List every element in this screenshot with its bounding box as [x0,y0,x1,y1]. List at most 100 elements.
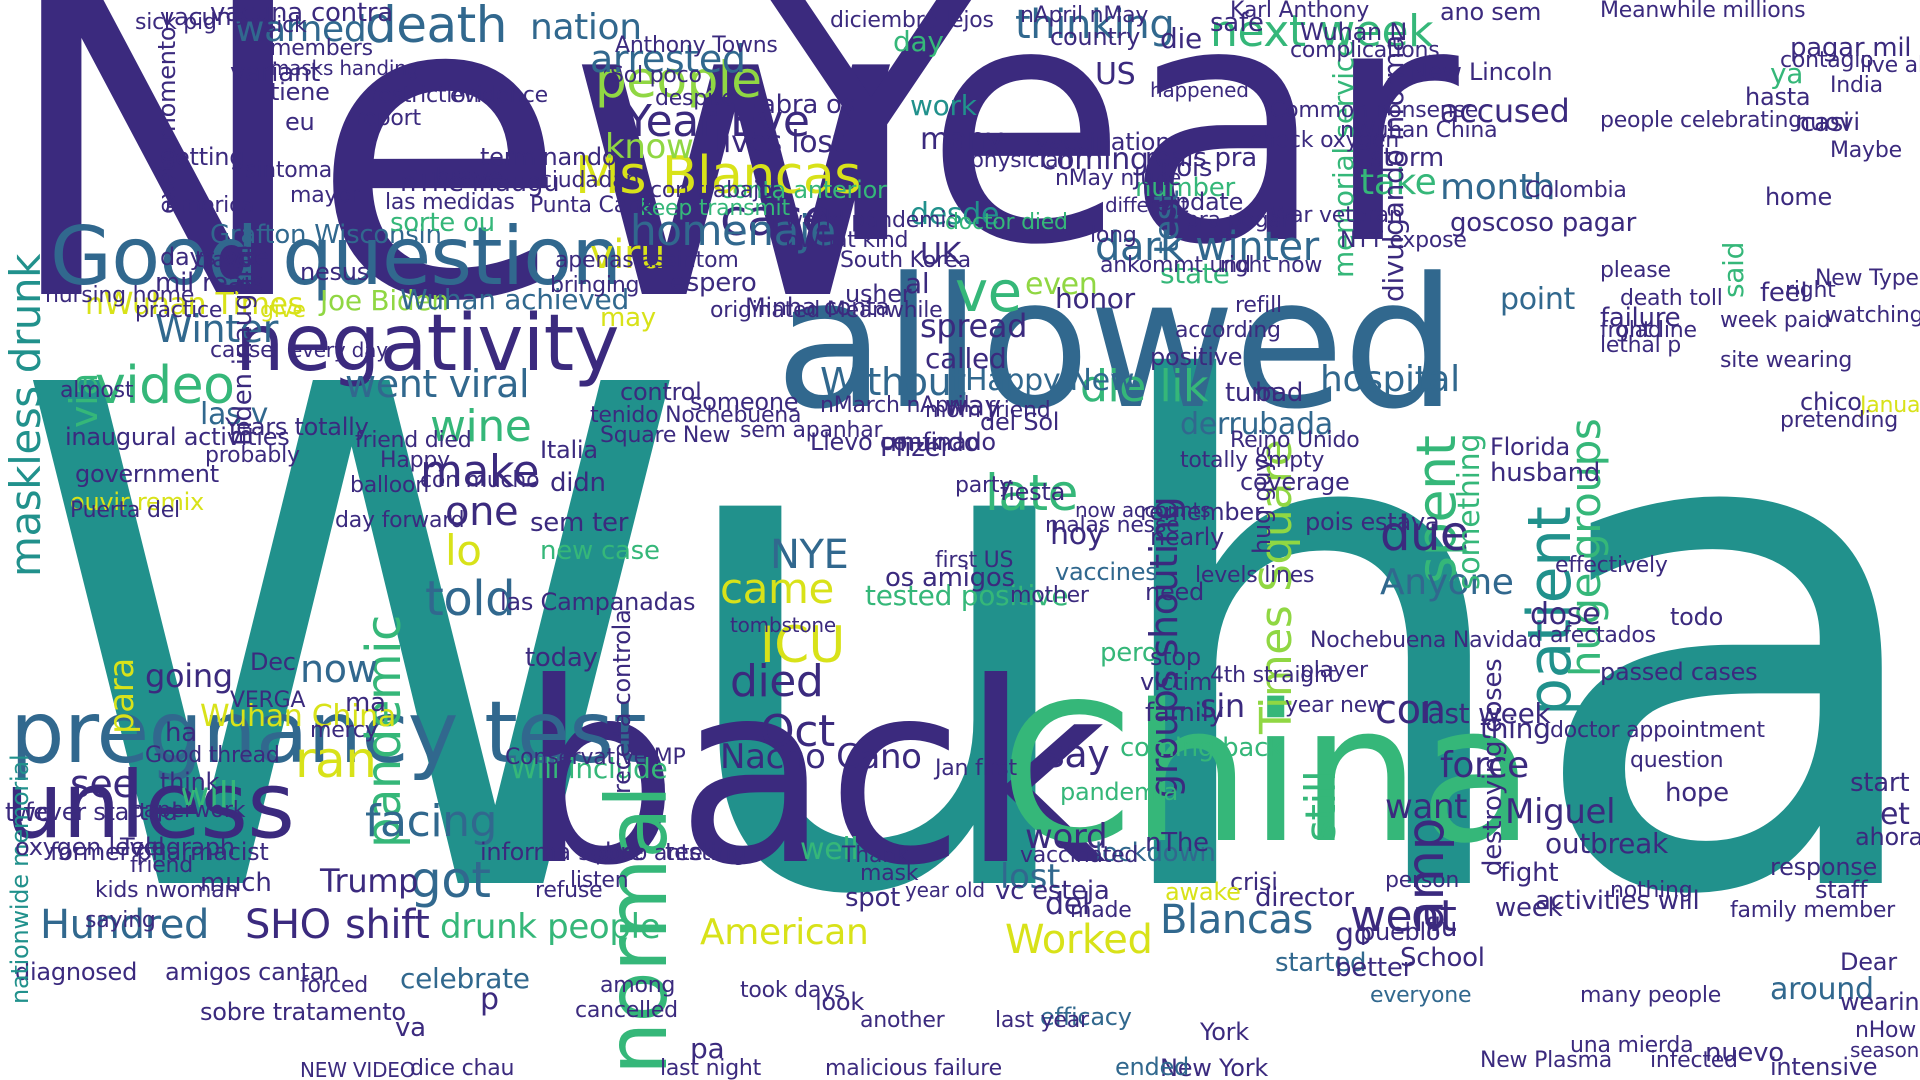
word-al: al [905,267,930,300]
word-government: government [75,460,219,488]
word-vaccines2: pois estava [1305,508,1440,536]
word-will-include: Will include [510,752,668,785]
word-country: country [1050,23,1141,51]
word-espero: espero [670,268,757,298]
word-uk: UK [920,237,962,272]
word-vaccinated: vaccinated [1020,843,1139,868]
word-need: need [1145,578,1205,606]
word-told: told [425,571,516,627]
word-doctor-appointment: doctor appointment [1550,718,1765,743]
word-wuhan-china: Wuhan China [200,699,396,734]
word-say: say [1045,732,1110,776]
word-diagnosed: diagnosed [15,958,138,986]
word-mother: mother [1010,583,1089,608]
word-las-medidas: las medidas [385,190,515,215]
word-today: today [525,643,598,673]
word-die: die [1160,22,1202,55]
word-got: got [410,851,491,909]
word-ahora: ahora [1855,823,1920,851]
word-physician: physician [970,148,1073,173]
word-complications: complications [1290,38,1440,63]
word-thing: thing [1480,712,1551,745]
word-people: people [595,51,762,109]
word-pois: pois [1160,153,1213,183]
word-right: right [1785,278,1836,303]
word-someone: someone [690,388,799,416]
word-italia: Italia [540,436,598,464]
word-nlincoln: New Lincoln [1410,58,1553,86]
word-probably: probably [205,443,300,468]
word-fiesta: fiesta [1000,478,1066,506]
word-state: state [1160,257,1230,290]
word-del: del [1045,887,1090,922]
word-commo-nonsense: Common nonsense [1270,98,1479,123]
word-front-line: front line [1600,318,1697,343]
word-right-now: right now [1220,253,1323,278]
word-thank: Thank [842,843,909,868]
word-nwuhan-china: nWuhan China [1340,118,1498,143]
word-refill: refill [1235,293,1282,318]
word-vaccines: vaccines [1055,558,1158,586]
word-square-new: Square New [600,423,731,448]
word-drunk-people: drunk people [440,907,661,947]
word-will: will [180,775,239,816]
word-positive: positive [1150,343,1243,371]
word-everyone: everyone [1370,983,1472,1008]
word-cancelled: cancelled [575,998,678,1023]
word-wearing: wearing [1840,988,1920,1016]
word-please: please [1600,258,1671,283]
word-look: look [815,988,864,1016]
word-die-lik: die lik [1080,361,1209,412]
word-want: want [1385,787,1468,827]
word-malas-nesse: malas nesse [1045,513,1180,538]
word-activities-will: activities will [1535,886,1700,916]
word-late: late [985,464,1078,522]
word-maybe: Maybe [1830,138,1902,163]
word-tested-positive: tested positive [865,579,1069,612]
word-pueblo: pueblo [1360,918,1441,946]
word-tiene: tiene [270,78,330,106]
word-victim: victim [1140,668,1213,696]
word-dice-chau: dice chau [410,1056,515,1080]
word-lost: lost [1000,857,1060,897]
word-va: va [395,1013,426,1043]
word-las-campanadas: las Campanadas [500,588,696,616]
word-una-mierda: una mierda [1570,1033,1694,1058]
word-good-thread: Good thread [145,743,280,768]
word-awake: awake [1165,878,1241,906]
word-nthe: nThe [1145,828,1209,858]
word-update: update [1160,188,1244,216]
word-person: person [1385,868,1460,893]
word-afectados: afectados [1550,623,1656,648]
word-case: case [720,189,833,247]
word-ms-blancas: Ms Blancas [575,146,861,206]
word-chico: chico [1800,388,1862,416]
word-con-trabajo: con trabajo [650,178,773,203]
word-shift: shift [345,902,430,948]
word-pandemia: pandemia [1060,778,1178,806]
word-happy: Happy [380,448,450,473]
word-bringing: bringing [550,273,640,298]
word-month: month [1440,167,1556,208]
word-died: died [730,656,824,707]
word-still: still [1296,770,1345,842]
word-telegraph: Telegraph [120,833,235,861]
word-totally-empty: totally empty [1180,448,1325,473]
word-go: go [1335,917,1372,952]
word-pa: pa [690,1032,725,1065]
word-new-york: New York [1160,1054,1268,1080]
word-nation: nation [530,7,642,48]
word-going: going [145,657,233,695]
word-facing: facing [365,796,498,847]
word-school: School [1400,943,1485,973]
word-levels-lines: levels lines [1195,563,1315,588]
word-crisi: crisi [1230,868,1278,896]
word-lives-lost: lives lost [715,125,845,160]
word-anthony-towns: Anthony Towns [615,33,778,58]
word-know: know [605,127,694,167]
word-death: death [365,0,507,54]
word-dark-winter: dark winter [1095,224,1319,270]
word-make: make [420,446,540,497]
word-two: two [5,798,52,828]
word-tombstone: tombstone [730,613,836,637]
